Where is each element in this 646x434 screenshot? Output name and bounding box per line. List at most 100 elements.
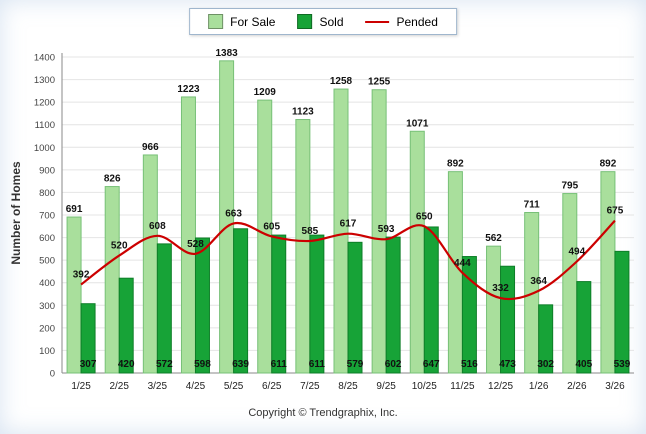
pended-label: 520 — [111, 241, 128, 252]
sold-label: 611 — [271, 359, 288, 370]
for-sale-bar — [371, 89, 387, 374]
sold-bar — [614, 250, 630, 374]
sold-swatch — [297, 14, 313, 29]
sold-bar — [271, 234, 287, 374]
plot-area: 0 100 200 300 400 500 600 700 800 900 1000 1100 1200… — [34, 48, 634, 392]
for-sale-bar — [600, 171, 616, 374]
sold-bar — [461, 256, 477, 374]
for-sale-label: 1383 — [215, 48, 238, 59]
x-tick-label: 8/25 — [338, 381, 358, 392]
y-tick-label: 300 — [39, 301, 55, 312]
pended-line-swatch — [365, 20, 390, 23]
x-tick-label: 6/25 — [262, 381, 282, 392]
for-sale-bar — [409, 130, 425, 374]
pended-label: 444 — [454, 258, 471, 269]
for-sale-bar — [104, 186, 120, 374]
x-tick-label: 3/25 — [148, 381, 168, 392]
pended-label: 364 — [530, 276, 547, 287]
y-tick-label: 1300 — [34, 75, 55, 86]
legend-label-sold: Sold — [319, 14, 344, 29]
for-sale-bar — [219, 60, 235, 374]
y-tick-label: 1000 — [34, 143, 55, 154]
y-tick-label: 900 — [39, 165, 55, 176]
pended-label: 663 — [225, 208, 242, 219]
legend-label-pended: Pended — [396, 14, 438, 29]
legend-item-pended: Pended — [365, 14, 438, 29]
legend-item-sold: Sold — [297, 14, 344, 29]
pended-label: 605 — [263, 221, 280, 232]
sold-bar — [385, 236, 401, 374]
pended-label: 332 — [492, 283, 509, 294]
y-tick-label: 600 — [39, 233, 55, 244]
x-tick-label: 4/25 — [186, 381, 206, 392]
for-sale-label: 711 — [524, 200, 541, 211]
y-tick-label: 500 — [39, 256, 55, 267]
sold-label: 420 — [118, 359, 135, 370]
pended-label: 617 — [340, 219, 357, 230]
x-tick-label: 12/25 — [488, 381, 513, 392]
x-tick-label: 5/25 — [224, 381, 244, 392]
legend-item-for-sale: For Sale — [208, 14, 275, 29]
y-tick-label: 1100 — [35, 120, 55, 131]
sold-label: 647 — [423, 359, 440, 370]
sold-bar — [194, 237, 210, 374]
pended-label: 528 — [187, 239, 204, 250]
for-sale-label: 691 — [66, 204, 83, 215]
sold-label: 639 — [232, 359, 249, 370]
x-tick-label: 2/25 — [109, 381, 129, 392]
for-sale-label: 1071 — [406, 118, 429, 129]
y-tick-label: 1400 — [34, 53, 55, 64]
pended-line — [80, 219, 616, 301]
legend: For Sale Sold Pended — [189, 8, 457, 35]
sold-bar — [576, 281, 592, 374]
x-tick-label: 7/25 — [300, 381, 320, 392]
pended-label: 650 — [416, 211, 433, 222]
pended-label: 494 — [568, 246, 585, 257]
bars — [66, 60, 630, 374]
x-tick-label: 9/25 — [376, 381, 396, 392]
sold-label: 579 — [347, 359, 364, 370]
sold-label: 602 — [385, 359, 402, 370]
y-tick-label: 200 — [39, 323, 55, 334]
for-sale-label: 892 — [447, 159, 464, 170]
for-sale-bar — [333, 88, 349, 374]
pended-label: 585 — [302, 226, 319, 237]
y-tick-label: 800 — [39, 188, 55, 199]
y-tick-label: 0 — [50, 369, 55, 380]
for-sale-swatch — [208, 14, 224, 29]
sold-label: 405 — [575, 359, 592, 370]
sold-label: 302 — [537, 359, 554, 370]
x-tick-label: 11/25 — [450, 381, 475, 392]
for-sale-label: 1255 — [368, 77, 391, 88]
sold-bar — [500, 265, 516, 374]
sold-bar — [538, 304, 554, 374]
sold-bar — [233, 228, 249, 374]
x-tick-label: 10/25 — [412, 381, 437, 392]
for-sale-bar — [142, 154, 158, 374]
pended-label: 392 — [73, 270, 90, 281]
sold-label: 598 — [194, 359, 211, 370]
for-sale-label: 1209 — [254, 87, 277, 98]
for-sale-bar — [180, 96, 196, 374]
sold-label: 539 — [614, 359, 631, 370]
sold-bar — [118, 277, 134, 374]
x-tick-label: 2/26 — [567, 381, 587, 392]
x-tick-label: 1/25 — [71, 381, 91, 392]
pended-label: 608 — [149, 221, 166, 232]
for-sale-label: 1258 — [330, 76, 353, 87]
for-sale-label: 562 — [485, 233, 502, 244]
data-labels: 691 307 392 826 420 520 966 572 608 1223 598 528 138… — [66, 48, 631, 370]
sold-label: 516 — [461, 359, 478, 370]
y-axis-title: Number of Homes — [9, 161, 23, 265]
sold-bar — [347, 241, 363, 374]
for-sale-label: 966 — [142, 142, 159, 153]
for-sale-label: 892 — [600, 159, 617, 170]
for-sale-bar — [295, 119, 311, 374]
legend-label-for-sale: For Sale — [230, 14, 276, 29]
sold-label: 611 — [309, 359, 326, 370]
pended-label: 675 — [607, 206, 624, 217]
for-sale-label: 1223 — [177, 84, 200, 95]
y-tick-label: 700 — [39, 211, 55, 222]
y-tick-label: 400 — [39, 278, 55, 289]
